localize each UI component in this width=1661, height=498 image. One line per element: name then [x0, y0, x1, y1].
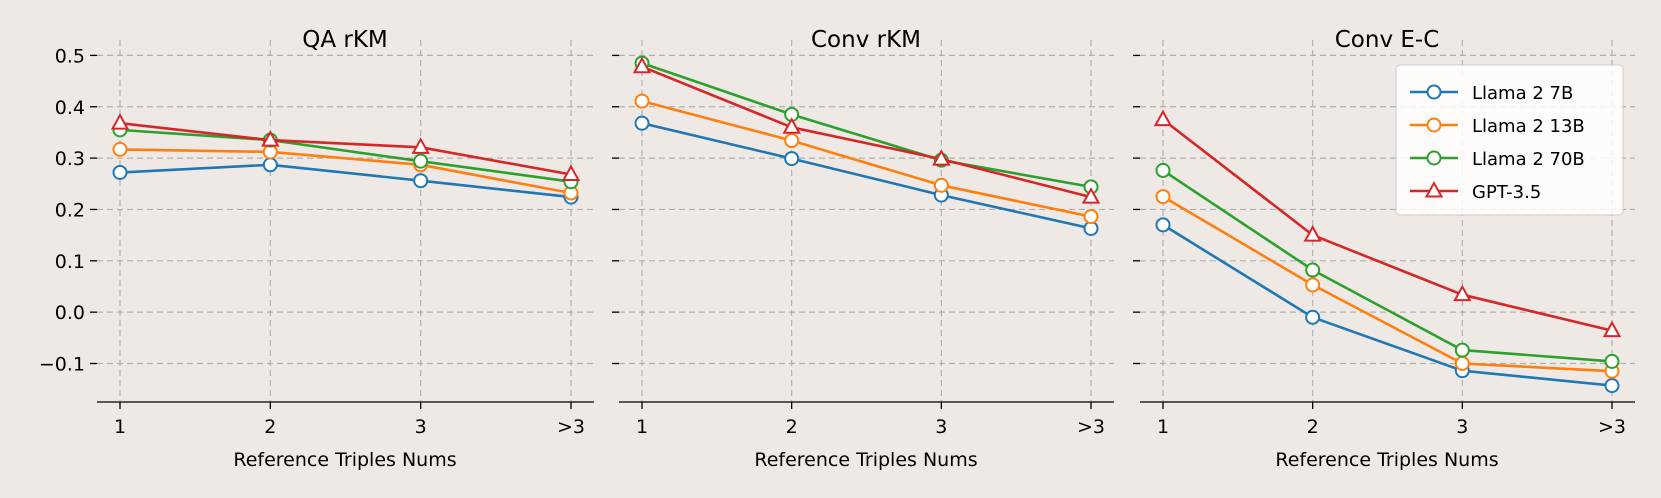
x-tick-label: >3: [1077, 416, 1105, 438]
series-line: [641, 99, 1092, 218]
legend-frame: [1395, 64, 1624, 216]
data-point: [1454, 355, 1470, 371]
data-point: [1081, 187, 1101, 204]
data-point: [1305, 309, 1321, 325]
data-point: [112, 164, 128, 180]
x-tick-label: 1: [636, 416, 648, 438]
data-point: [1303, 225, 1322, 242]
panel-title: Conv E-C: [1335, 27, 1440, 53]
data-point: [561, 164, 581, 182]
legend-entry: GPT-3.5: [1410, 180, 1541, 203]
data-point: [784, 133, 800, 149]
legend-marker: [1424, 180, 1444, 198]
data-point: [1155, 217, 1171, 233]
legend-marker: [1426, 117, 1442, 133]
x-tick-label: 2: [264, 416, 276, 438]
x-tick-label: >3: [557, 416, 585, 438]
data-point: [1305, 277, 1321, 293]
y-tick-label: 0.1: [55, 251, 85, 273]
legend-entry: Llama 2 7B: [1410, 83, 1573, 104]
x-tick-label: 3: [415, 416, 427, 438]
x-axis-label: Reference Triples Nums: [1275, 449, 1498, 471]
data-point: [413, 173, 429, 189]
data-point: [1153, 109, 1173, 127]
data-point: [1453, 284, 1472, 302]
data-point: [110, 113, 130, 130]
data-point: [1604, 378, 1620, 394]
data-point: [932, 149, 951, 166]
data-point: [1083, 209, 1099, 225]
series-line: [119, 128, 572, 183]
x-tick-label: 2: [1307, 416, 1319, 438]
series-line: [641, 121, 1092, 230]
x-tick-label: 1: [114, 416, 126, 438]
data-point: [1155, 162, 1171, 178]
panel-title: QA rKM: [302, 27, 388, 53]
data-point: [1604, 353, 1620, 369]
data-point: [411, 137, 430, 154]
y-tick-label: 0.4: [55, 97, 85, 119]
series-line: [1162, 195, 1613, 373]
legend-label: Llama 2 13B: [1472, 116, 1585, 137]
y-tick-label: 0.5: [55, 45, 85, 67]
series-line: [1162, 223, 1613, 387]
data-point: [634, 115, 650, 131]
data-point: [261, 130, 280, 147]
panel-qa-rkm: QA rKM Reference Triples Nums −0.1 0.0 0.1…: [39, 27, 594, 471]
data-point: [632, 56, 652, 74]
panel-title: Conv rKM: [811, 27, 921, 53]
x-tick-label: 1: [1157, 416, 1169, 438]
legend-label: Llama 2 7B: [1472, 83, 1573, 104]
y-tick-label: 0.2: [55, 199, 85, 221]
y-tick-label: 0.0: [55, 302, 85, 324]
x-axis-label: Reference Triples Nums: [754, 449, 977, 471]
x-tick-label: >3: [1598, 416, 1626, 438]
y-tick-label: −0.1: [39, 353, 85, 375]
legend-label: GPT-3.5: [1472, 182, 1541, 203]
legend-marker: [1426, 84, 1442, 100]
series-line: [641, 65, 1092, 199]
legend-entry: Llama 2 13B: [1410, 116, 1585, 137]
series-line: [641, 61, 1092, 189]
legend-entry: Llama 2 70B: [1410, 149, 1585, 170]
legend: Llama 2 7B Llama 2 13B Llama 2 70B GPT-3.5: [1395, 64, 1624, 216]
data-point: [933, 177, 949, 193]
data-point: [784, 151, 800, 167]
y-tick-label: 0.3: [55, 148, 85, 170]
data-point: [1454, 342, 1470, 358]
panel-conv-rkm: Conv rKM Reference Triples Nums 1 2 3 >3: [612, 27, 1114, 471]
series-line: [1162, 169, 1613, 363]
data-point: [413, 153, 429, 169]
data-point: [1602, 320, 1622, 338]
data-point: [782, 117, 801, 134]
data-point: [1305, 262, 1321, 278]
series-line: [119, 121, 572, 176]
x-tick-label: 3: [1456, 416, 1468, 438]
x-axis-label: Reference Triples Nums: [233, 449, 456, 471]
series-line: [119, 163, 572, 199]
x-tick-label: 2: [786, 416, 798, 438]
legend-marker: [1426, 150, 1442, 166]
data-point: [112, 141, 128, 157]
data-point: [262, 157, 278, 173]
data-point: [1155, 189, 1171, 205]
data-point: [634, 93, 650, 109]
series-line: [119, 148, 572, 195]
series-line: [1162, 118, 1613, 332]
legend-label: Llama 2 70B: [1472, 149, 1585, 170]
x-tick-label: 3: [935, 416, 947, 438]
